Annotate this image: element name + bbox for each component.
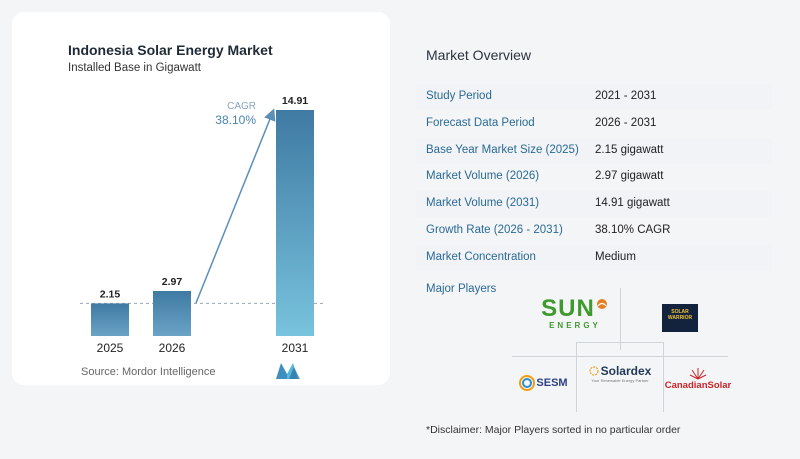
overview-row-label: Market Volume (2031) (426, 197, 540, 210)
canadian-solar-logo: CanadianSolar (664, 360, 732, 396)
chart-subtitle: Installed Base in Gigawatt (68, 62, 201, 74)
players-divider (576, 342, 577, 412)
solar-warrior-logo: SOLAR WARRIOR (660, 303, 700, 333)
overview-row-value: 2026 - 2031 (595, 116, 657, 129)
overview-title: Market Overview (426, 47, 532, 63)
solardex-ring-icon (589, 365, 599, 376)
sun-energy-logo: SUN ENERGY (535, 290, 615, 336)
solardex-logo: Solardex Your Renewable Energy Partner (580, 360, 660, 386)
overview-row: Market Concentration Medium (416, 244, 772, 271)
overview-row-label: Base Year Market Size (2025) (426, 143, 579, 156)
bar-2026 (153, 290, 191, 336)
overview-row-value: 2.15 gigawatt (595, 143, 664, 156)
bar-2025 (91, 303, 129, 336)
source-label: Source: (81, 366, 119, 378)
overview-row: Study Period 2021 - 2031 (416, 84, 772, 110)
overview-row-value: 2.97 gigawatt (595, 170, 664, 183)
players-divider (512, 356, 728, 357)
solardex-logo-text: Solardex (600, 363, 652, 378)
players-divider (663, 342, 664, 412)
canadian-solar-text: CanadianSolar (664, 379, 732, 391)
canadian-solar-sun-icon (689, 367, 707, 379)
overview-row: Market Volume (2026) 2.97 gigawatt (416, 164, 772, 190)
solar-warrior-mark: SOLAR WARRIOR (662, 304, 698, 332)
category-label-2031: 2031 (282, 341, 309, 355)
sesm-logo-text: SESM (536, 377, 568, 389)
overview-row: Forecast Data Period 2026 - 2031 (416, 111, 772, 137)
chart-card (12, 12, 390, 385)
sun-icon (596, 298, 607, 309)
players-divider (620, 288, 621, 350)
mordor-logo-icon (276, 363, 300, 379)
cagr-arrow (195, 108, 276, 304)
overview-row: Growth Rate (2026 - 2031) 38.10% CAGR (416, 218, 772, 244)
sun-logo-text: SUN (541, 294, 595, 322)
overview-row-label: Market Concentration (426, 250, 536, 263)
overview-row: Market Volume (2031) 14.91 gigawatt (416, 191, 772, 218)
sesm-swirl-icon (519, 375, 536, 391)
players-divider (576, 342, 664, 343)
overview-row-value: Medium (595, 250, 636, 263)
overview-row-label: Growth Rate (2026 - 2031) (426, 224, 563, 236)
data-label-2025: 2.15 (100, 288, 121, 300)
bar-2031 (276, 110, 314, 336)
data-label-2031: 14.91 (282, 95, 308, 107)
overview-row-value: 38.10% CAGR (595, 224, 671, 236)
sesm-logo: SESM (515, 370, 571, 396)
disclaimer: *Disclaimer: Major Players sorted in no … (426, 424, 681, 436)
chart-title: Indonesia Solar Energy Market (68, 42, 273, 58)
cagr-value: 38.10% (215, 113, 256, 127)
data-label-2026: 2.97 (162, 276, 183, 288)
category-label-2026: 2026 (159, 341, 186, 355)
overview-row-label: Study Period (426, 90, 492, 102)
category-label-2025: 2025 (97, 341, 124, 355)
sun-logo-sub: ENERGY (549, 320, 601, 330)
overview-row-value: 14.91 gigawatt (595, 197, 670, 210)
overview-row-label: Market Volume (2026) (426, 170, 540, 183)
overview-row-label: Forecast Data Period (426, 116, 535, 129)
solardex-logo-sub: Your Renewable Energy Partner (591, 377, 649, 383)
cagr-label: CAGR (227, 101, 256, 112)
players-title: Major Players (426, 283, 497, 295)
overview-row: Base Year Market Size (2025) 2.15 gigawat… (416, 137, 772, 164)
source-line: Source: Mordor Intelligence (81, 366, 216, 378)
overview-row-value: 2021 - 2031 (595, 90, 657, 102)
source-name: Mordor Intelligence (121, 366, 216, 378)
